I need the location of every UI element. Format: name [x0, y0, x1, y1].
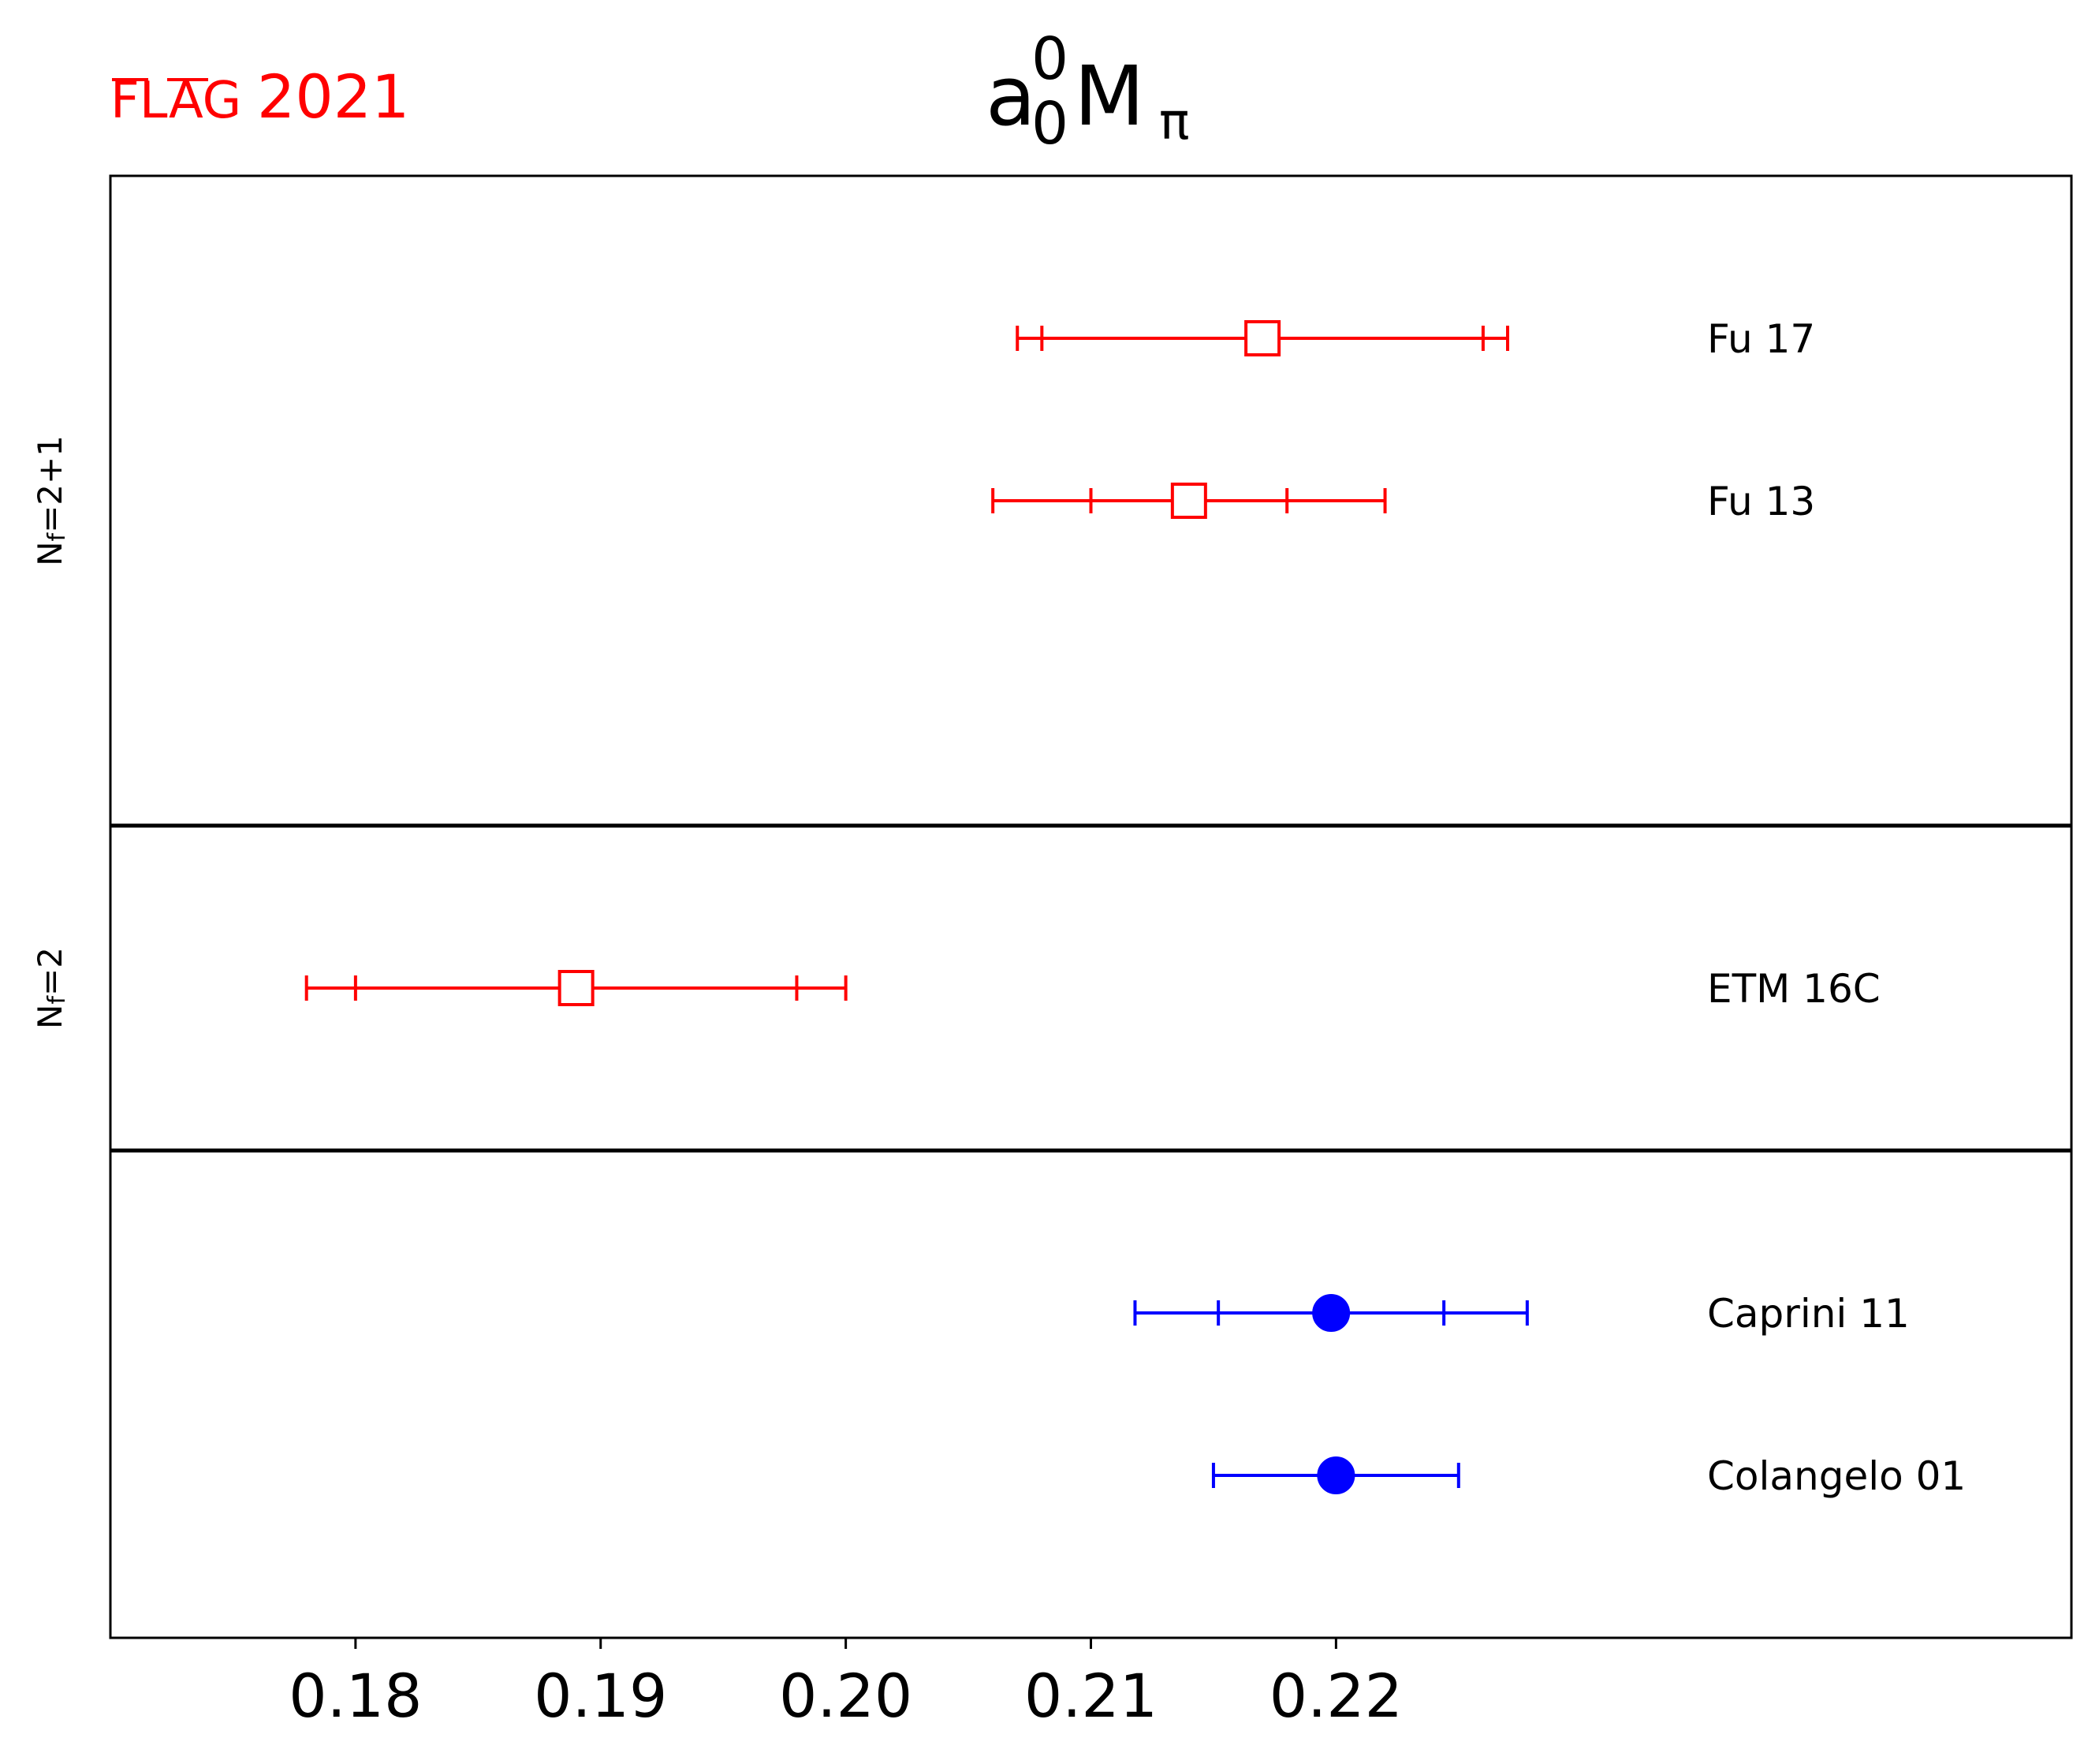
point-label: Caprini 11	[1707, 1291, 1910, 1337]
group-label-sub: f	[43, 995, 71, 1005]
marker-filled-circle	[1312, 1294, 1351, 1332]
x-tick-label: 0.20	[779, 1661, 912, 1731]
point-labels: Fu 17 Fu 13 ETM 16C Caprini 11 Colangelo 01	[1707, 316, 1966, 1499]
x-axis: 0.18 0.19 0.20 0.21 0.22	[289, 1638, 1403, 1731]
data-point	[991, 483, 1387, 519]
data-point	[1133, 1294, 1529, 1332]
marker-open-square	[1170, 483, 1207, 519]
group-label-main: N	[31, 541, 69, 565]
group-label-rest: =2+1	[31, 435, 69, 533]
group-separators	[110, 823, 2071, 1153]
data-point	[1211, 1456, 1460, 1494]
group-label-main: N	[31, 1005, 69, 1029]
title-subscript: 0	[1031, 90, 1068, 158]
group-label-rest: =2	[31, 947, 69, 996]
title-base: a	[986, 48, 1036, 144]
group-label: Nf=2	[31, 947, 71, 1029]
title-main: M	[1074, 48, 1145, 144]
marker-open-square	[557, 970, 595, 1006]
point-label: Fu 17	[1707, 316, 1815, 362]
flag-watermark: FLAG 2021	[110, 62, 409, 132]
group-label: Nf=2+1	[31, 435, 71, 566]
data-point	[1016, 320, 1509, 356]
marker-open-square	[1244, 320, 1281, 356]
flag-logo-text: FLAG	[110, 72, 241, 130]
data-points	[304, 320, 1529, 1494]
data-point	[304, 970, 848, 1006]
point-label: ETM 16C	[1707, 966, 1881, 1012]
x-tick-label: 0.22	[1269, 1661, 1403, 1731]
x-tick-label: 0.19	[534, 1661, 667, 1731]
chart-title: a 0 0 M π	[986, 25, 1190, 158]
marker-filled-circle	[1317, 1456, 1355, 1494]
group-label-sub: f	[43, 531, 71, 541]
x-tick-label: 0.21	[1024, 1661, 1158, 1731]
point-label: Colangelo 01	[1707, 1453, 1966, 1499]
flag-year-text: 2021	[257, 62, 409, 132]
group-labels: Nf=2+1Nf=2	[31, 435, 71, 1029]
plot-frame	[109, 174, 2073, 1639]
title-main-subscript: π	[1159, 93, 1190, 151]
point-label: Fu 13	[1707, 479, 1815, 524]
x-tick-label: 0.18	[289, 1661, 422, 1731]
title-superscript: 0	[1031, 25, 1068, 93]
